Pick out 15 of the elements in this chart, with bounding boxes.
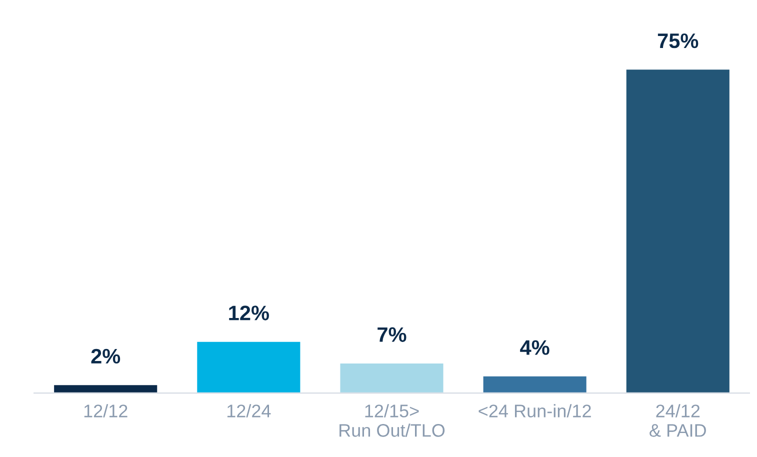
data-label: 75% (658, 33, 698, 48)
bar (196, 340, 302, 394)
data-label: 12% (229, 306, 269, 320)
data-label: 7% (378, 327, 406, 342)
x-tick-label: 12/24 (227, 404, 271, 418)
bar (624, 68, 731, 394)
x-tick-label: 12/15> Run Out/TLO (340, 404, 445, 437)
bar (338, 362, 445, 394)
bar (52, 384, 159, 394)
data-label: 4% (520, 340, 550, 355)
x-tick-label: 24/12 & PAID (650, 404, 706, 437)
x-tick-label: <24 Run-in/12 (478, 404, 591, 418)
bar (482, 375, 588, 394)
x-tick-label: 12/12 (84, 404, 128, 418)
data-label: 2% (91, 348, 120, 364)
